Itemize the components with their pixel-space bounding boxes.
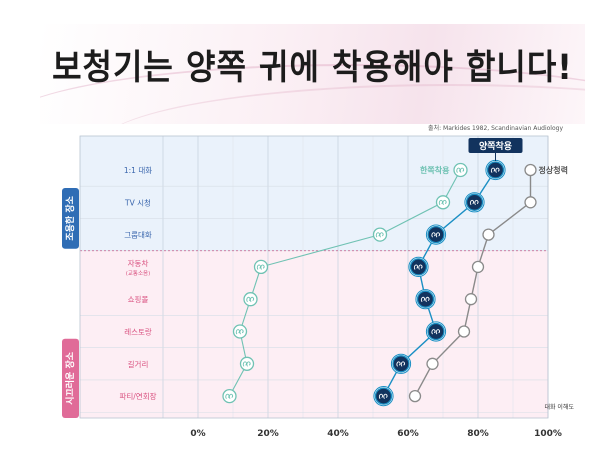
banner-wave bbox=[40, 64, 585, 124]
data-point bbox=[426, 357, 439, 370]
ear-glyph bbox=[260, 264, 265, 270]
ear-icon bbox=[413, 264, 423, 270]
series-label-one-ear: 한쪽착용 bbox=[420, 165, 450, 175]
ear-glyph bbox=[246, 361, 251, 367]
x-axis-label: 대화 이해도 bbox=[544, 403, 574, 411]
ear-icon bbox=[225, 393, 234, 399]
series-label-both-ears: 양쪽착용 bbox=[479, 140, 512, 152]
ear-glyph bbox=[396, 361, 401, 367]
data-point bbox=[471, 260, 485, 274]
ear-glyph bbox=[459, 167, 465, 173]
ear-glyph bbox=[379, 232, 384, 238]
ear-glyph bbox=[420, 296, 426, 303]
ear-glyph bbox=[442, 199, 447, 206]
ear-glyph bbox=[425, 296, 430, 303]
category-label: 1:1 대화 bbox=[124, 166, 152, 175]
x-tick-label: 100% bbox=[534, 429, 562, 439]
series-label-normal: 정상청력 bbox=[539, 165, 568, 175]
ear-glyph bbox=[435, 329, 441, 335]
series-label-box bbox=[468, 138, 523, 153]
category-label: 길거리 bbox=[128, 360, 149, 369]
x-tick-label: 80% bbox=[467, 429, 489, 439]
ear-icon bbox=[246, 296, 255, 303]
group-tab-quiet-label: 조용한 장소 bbox=[64, 195, 76, 240]
ear-icon bbox=[396, 361, 406, 367]
data-point bbox=[464, 293, 478, 306]
category-label: 그룹대화 bbox=[124, 231, 152, 240]
ear-glyph bbox=[249, 296, 255, 303]
category-label: TV 시청 bbox=[124, 198, 151, 207]
x-tick-label: 40% bbox=[327, 429, 349, 439]
noisy-zone-bg bbox=[80, 250, 548, 418]
ear-glyph bbox=[431, 329, 436, 335]
data-point bbox=[524, 196, 537, 209]
x-tick-label: 0% bbox=[190, 429, 205, 439]
ear-glyph bbox=[413, 264, 419, 270]
data-point bbox=[482, 228, 495, 241]
ear-icon bbox=[256, 264, 265, 270]
ear-glyph bbox=[469, 199, 475, 206]
ear-glyph bbox=[239, 329, 244, 335]
ear-icon bbox=[242, 361, 251, 367]
ear-glyph bbox=[378, 393, 384, 399]
ear-glyph bbox=[228, 393, 234, 399]
ear-glyph bbox=[400, 361, 406, 367]
group-tab-noisy bbox=[62, 338, 79, 418]
x-tick-label: 20% bbox=[257, 429, 279, 439]
ear-icon bbox=[456, 167, 465, 173]
ear-glyph bbox=[383, 393, 388, 399]
source-note: 출처: Markides 1982, Scandinavian Audiolog… bbox=[428, 125, 563, 132]
ear-icon bbox=[375, 232, 384, 238]
ear-icon bbox=[469, 199, 479, 206]
category-note: (교통소음) bbox=[126, 270, 151, 277]
data-point bbox=[408, 389, 422, 403]
plot-frame bbox=[79, 135, 549, 419]
data-point bbox=[524, 163, 537, 177]
ear-glyph bbox=[431, 232, 436, 238]
data-point bbox=[457, 325, 471, 338]
x-tick-label: 60% bbox=[397, 429, 419, 439]
title-banner: 보청기는 양쪽 귀에 착용해야 합니다! bbox=[40, 24, 585, 124]
group-tab-noisy-label: 시끄러운 장소 bbox=[64, 351, 76, 405]
group-tab-quiet bbox=[62, 188, 79, 249]
ear-glyph bbox=[495, 167, 500, 173]
ear-glyph bbox=[474, 199, 479, 206]
category-label: 쇼핑몰 bbox=[128, 294, 149, 304]
category-label: 자동차 bbox=[128, 259, 149, 268]
ear-icon bbox=[431, 232, 441, 238]
ear-glyph bbox=[435, 232, 441, 238]
ear-icon bbox=[490, 167, 500, 173]
ear-glyph bbox=[490, 167, 496, 173]
series-line-2 bbox=[414, 170, 532, 397]
category-label: 파티/연회장 bbox=[119, 391, 156, 401]
category-label: 레스토랑 bbox=[124, 328, 152, 337]
page-title: 보청기는 양쪽 귀에 착용해야 합니다! bbox=[52, 46, 573, 88]
ear-glyph bbox=[418, 264, 423, 270]
ear-icon bbox=[438, 199, 447, 206]
ear-icon bbox=[378, 393, 388, 399]
ear-icon bbox=[431, 329, 441, 335]
ear-icon bbox=[420, 296, 430, 303]
ear-icon bbox=[235, 329, 244, 335]
